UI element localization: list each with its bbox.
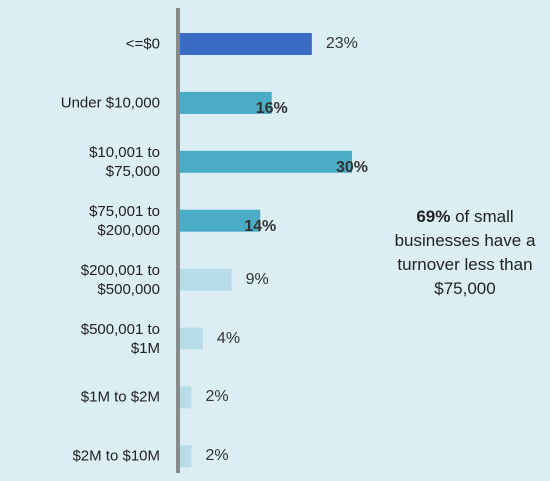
- bar: [180, 91, 272, 114]
- category-label: $200,001 to $500,000: [80, 261, 160, 298]
- bar: [180, 386, 192, 409]
- annotation-text: of small businesses have a turnover less…: [394, 207, 536, 298]
- value-label: 30%: [335, 158, 369, 176]
- bar: [180, 268, 232, 291]
- category-label: <=$0: [125, 35, 160, 53]
- bar: [180, 209, 261, 232]
- value-label: 14%: [244, 217, 277, 235]
- value-label: 2%: [205, 388, 229, 406]
- annotation: 69% of small businesses have a turnover …: [375, 205, 550, 301]
- value-label: 16%: [255, 99, 288, 117]
- category-label: $75,001 to $200,000: [89, 202, 160, 239]
- category-label: $1M to $2M: [80, 388, 160, 406]
- bar: [180, 150, 352, 173]
- category-label: $2M to $10M: [72, 447, 160, 465]
- bar: [180, 445, 192, 468]
- value-label: 9%: [245, 270, 269, 288]
- annotation-bold: 69%: [416, 207, 451, 226]
- bar: [180, 327, 203, 350]
- bar: [180, 33, 312, 55]
- value-label: 23%: [325, 35, 358, 52]
- value-label: 4%: [216, 329, 241, 347]
- value-label: 2%: [205, 447, 229, 465]
- category-label: Under $10,000: [60, 94, 160, 112]
- category-label: $10,001 to $75,000: [89, 143, 160, 180]
- category-label: $500,001 to $1M: [80, 320, 160, 357]
